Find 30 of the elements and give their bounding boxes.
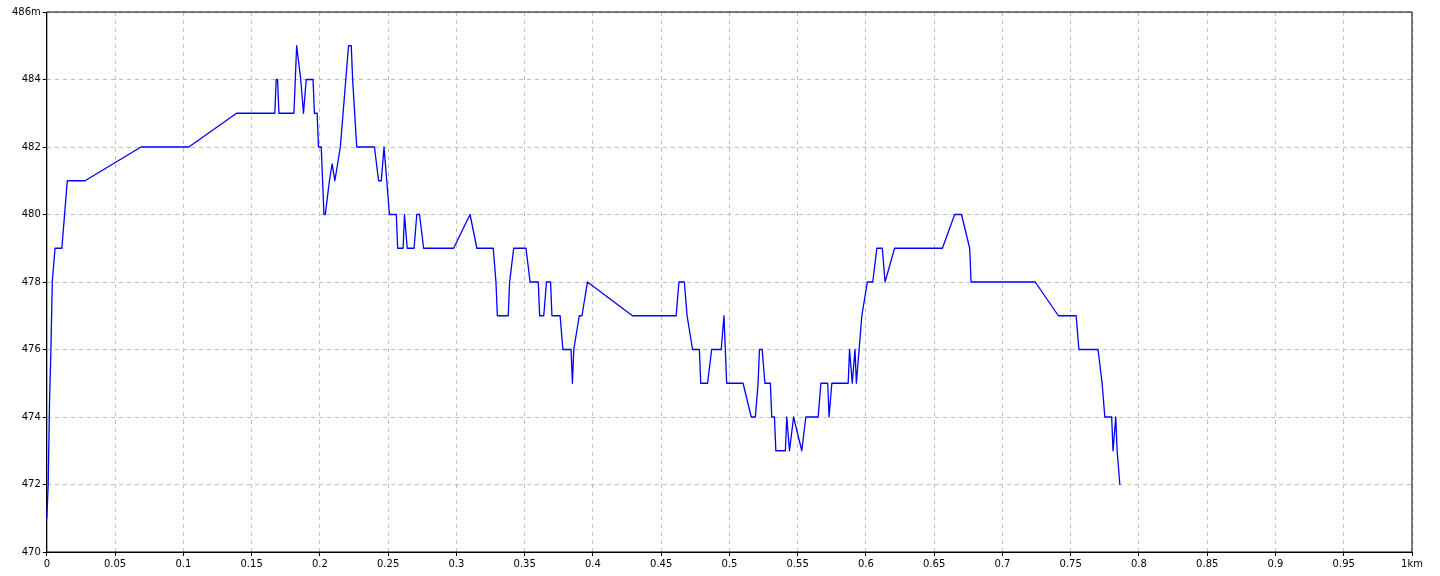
x-tick-label: 0.4 — [584, 557, 601, 569]
y-tick-label: 480 — [21, 208, 41, 220]
x-tick-label: 0.05 — [103, 557, 127, 569]
x-tick-label: 0.75 — [1059, 557, 1082, 569]
y-tick-label: 476 — [21, 343, 41, 355]
x-tick-label: 0.9 — [1267, 557, 1284, 569]
x-tick-label: 0.15 — [240, 557, 263, 569]
y-tick-label: 472 — [21, 478, 41, 490]
x-tick-label: 0.5 — [721, 557, 738, 569]
x-tick-label: 0.6 — [857, 557, 874, 569]
x-tick-label: 0.45 — [650, 557, 673, 569]
x-tick-label: 0.2 — [311, 557, 328, 569]
y-tick-label: 486m — [12, 5, 41, 17]
x-tick-label: 0.3 — [448, 557, 465, 569]
x-tick-label: 0.85 — [1196, 557, 1219, 569]
y-tick-label: 474 — [21, 410, 41, 422]
x-tick-label: 0 — [43, 557, 51, 569]
y-tick-label: 470 — [21, 545, 41, 557]
x-tick-label: 0.8 — [1131, 557, 1147, 569]
x-tick-label: 1km — [1401, 557, 1423, 569]
x-tick-label: 0.25 — [376, 557, 400, 569]
x-tick-label: 0.7 — [994, 557, 1011, 569]
x-tick-label: 0.35 — [513, 557, 536, 569]
x-tick-label: 0.65 — [923, 557, 946, 569]
x-tick-label: 0.55 — [786, 557, 809, 569]
y-tick-label: 478 — [21, 275, 41, 287]
y-tick-label: 484 — [21, 73, 41, 85]
x-tick-label: 0.95 — [1332, 557, 1355, 569]
x-tick-label: 0.1 — [175, 557, 192, 569]
y-tick-label: 482 — [21, 140, 41, 152]
